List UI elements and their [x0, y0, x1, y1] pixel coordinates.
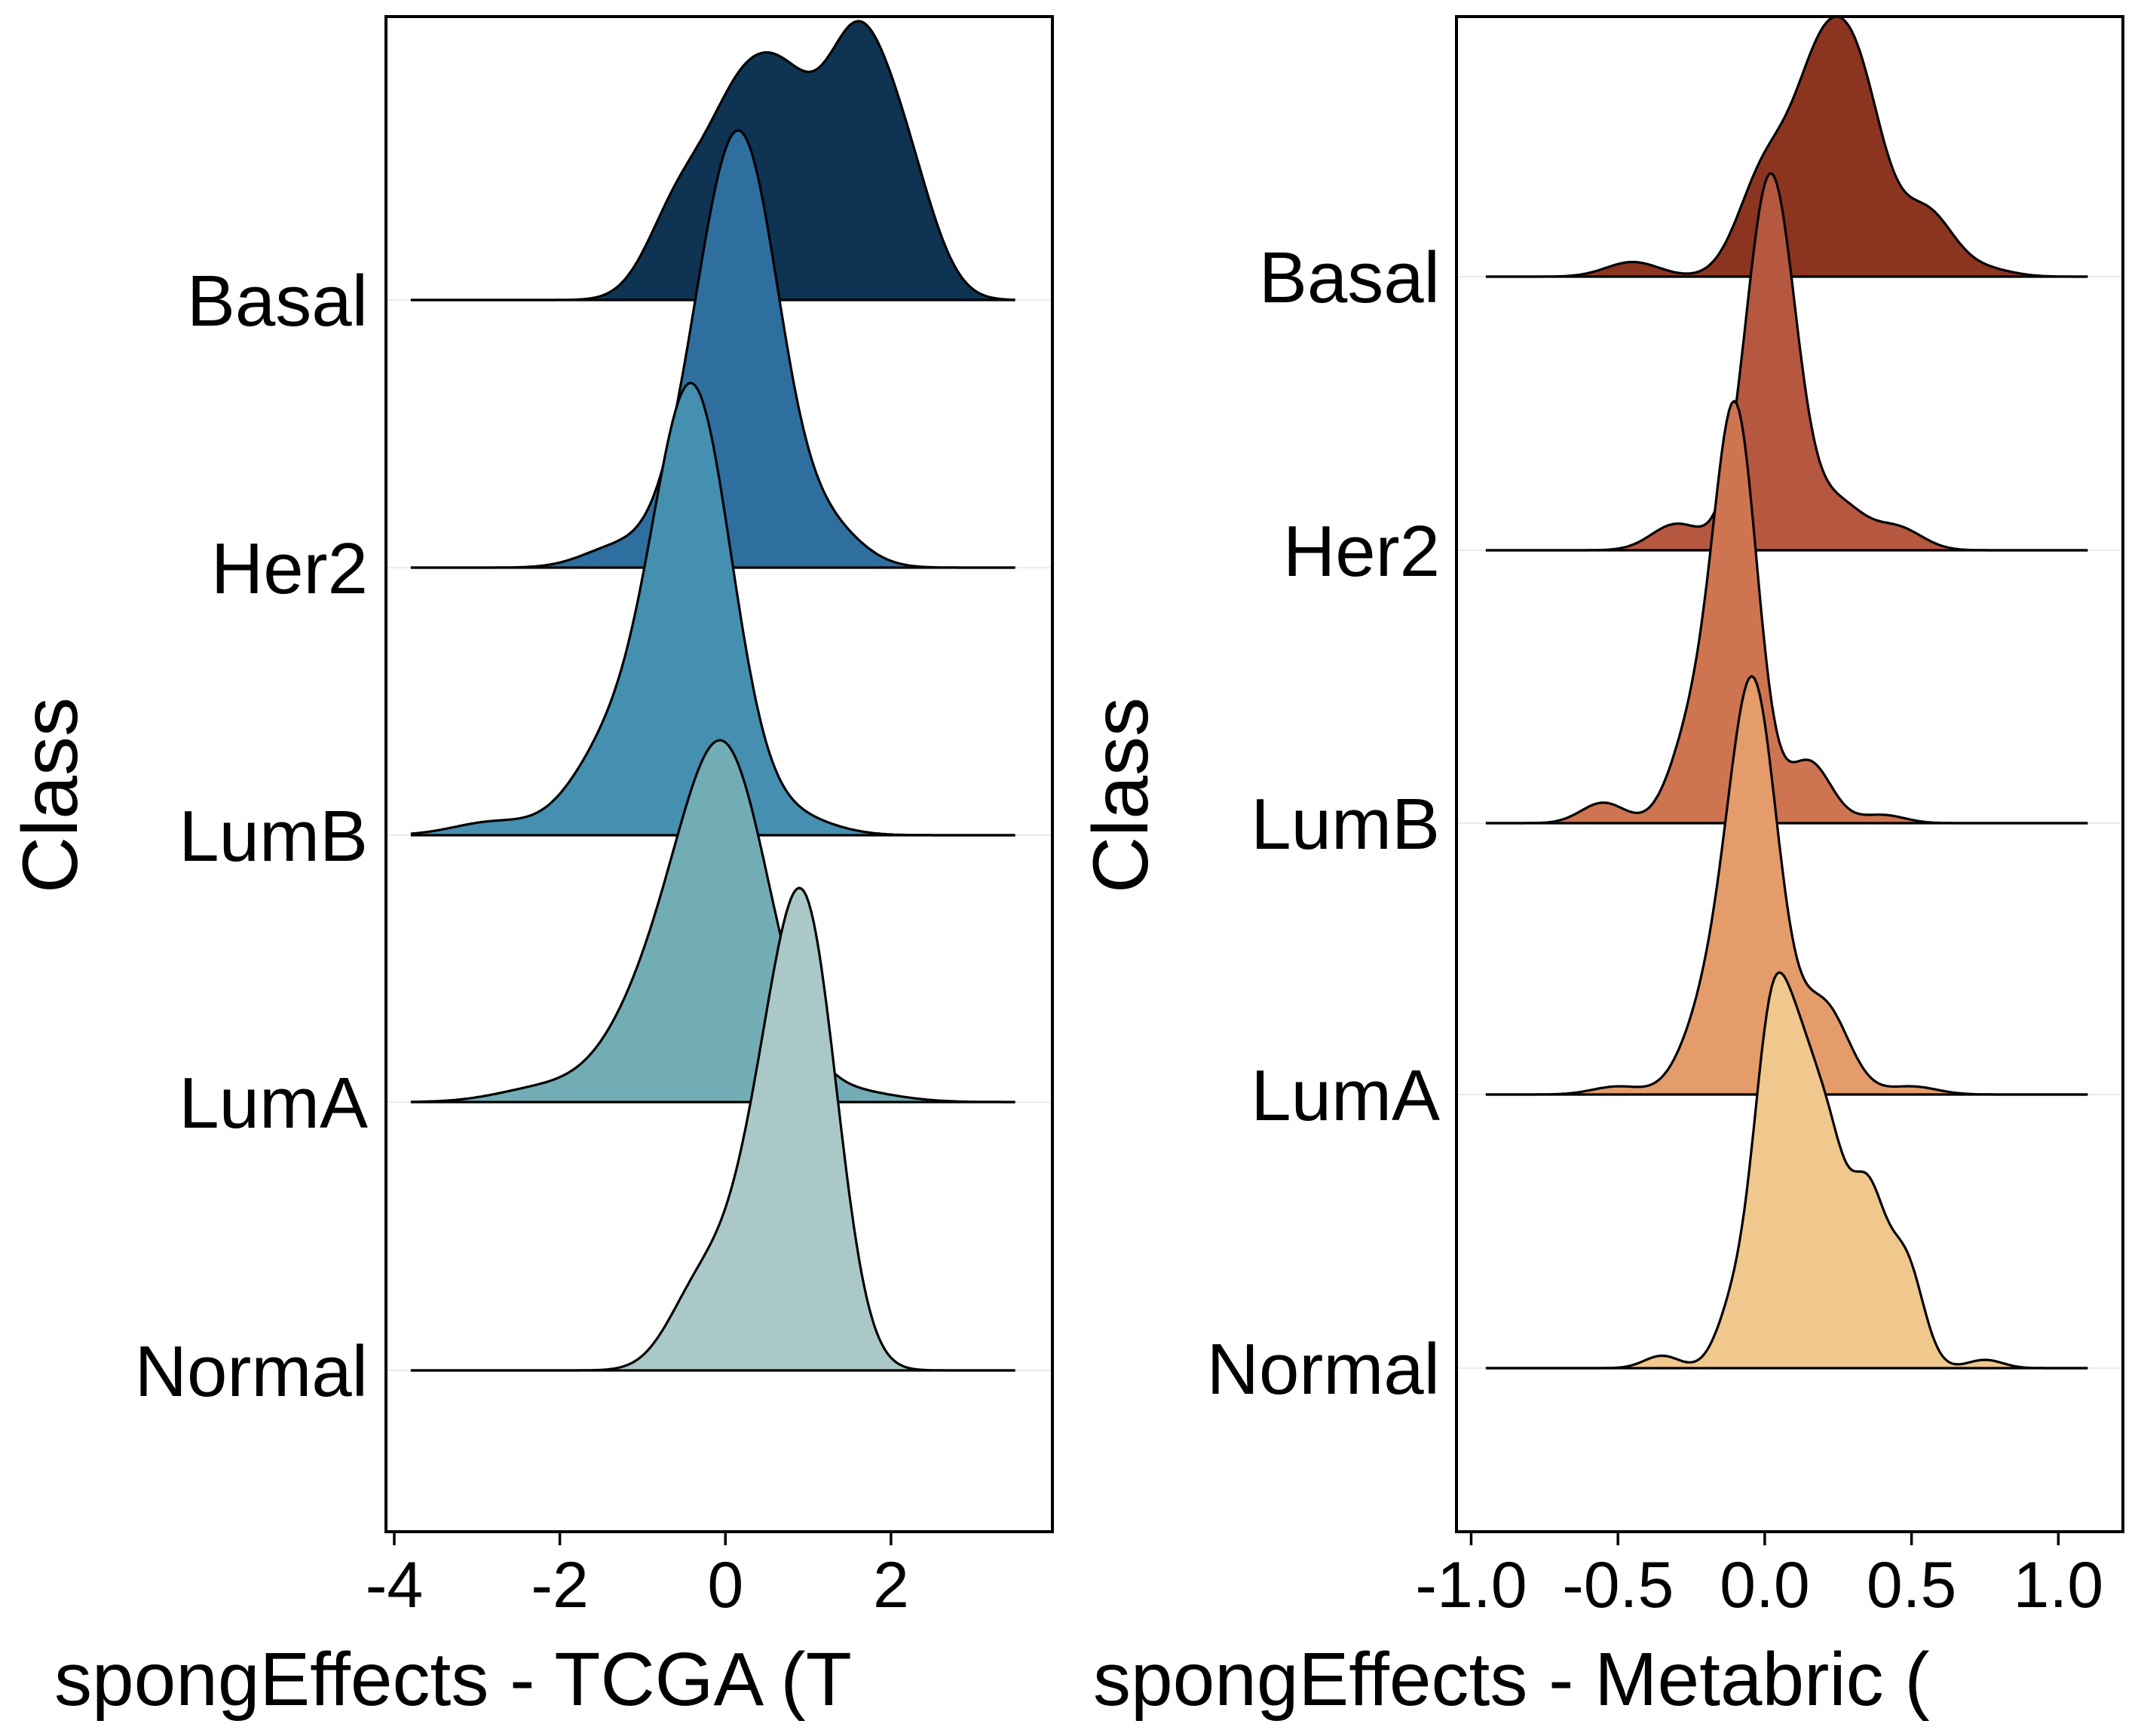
x-tick-label: -4 — [366, 1549, 423, 1621]
panel-tcga: Basal Her2 LumB LumA Normal -4 -2 0 2 Class spongE… — [7, 15, 1054, 1722]
ridge-fill-her2 — [1485, 173, 2088, 550]
y-tick-label-her2: Her2 — [1283, 511, 1440, 592]
ridge-fill-normal — [1485, 972, 2088, 1368]
x-tick-label: -0.5 — [1562, 1549, 1674, 1621]
y-axis-title: Class — [7, 697, 94, 893]
ridge-fill-normal — [410, 888, 1015, 1370]
y-tick-label-normal: Normal — [1207, 1329, 1440, 1410]
x-tick-label: 0.5 — [1867, 1549, 1957, 1621]
y-tick-label-basal: Basal — [187, 261, 368, 341]
x-tick-label: 0.0 — [1720, 1549, 1810, 1621]
x-tick-label: 2 — [873, 1549, 909, 1621]
x-tick-label: 1.0 — [2014, 1549, 2104, 1621]
x-tick-label: 0 — [707, 1549, 743, 1621]
y-tick-label-her2: Her2 — [211, 528, 368, 609]
ridge-fill-her2 — [410, 130, 1015, 568]
y-tick-label-lumb: LumB — [1251, 784, 1440, 865]
ridge-fill-lumb — [410, 383, 1015, 835]
y-axis-title: Class — [1077, 697, 1165, 893]
ridge-fill-basal — [410, 21, 1015, 300]
y-tick-label-basal: Basal — [1259, 237, 1440, 318]
x-axis-title: spongEffects - Metabric ( — [1093, 1637, 1930, 1722]
y-tick-label-lumb: LumB — [179, 796, 368, 877]
ridge-outline-luma — [410, 739, 1015, 1104]
x-axis-title: spongEffects - TCGA (T — [54, 1637, 852, 1722]
panel-border — [1455, 15, 2124, 1533]
ridge-fill-luma — [410, 740, 1015, 1102]
panel-border — [384, 15, 1054, 1533]
x-tick-label: -1.0 — [1415, 1549, 1527, 1621]
y-tick-label-luma: LumA — [1251, 1055, 1440, 1136]
y-tick-label-luma: LumA — [179, 1063, 368, 1144]
ridge-fill-basal — [1485, 17, 2088, 277]
ridge-outline-basal — [1485, 15, 2088, 278]
panel-metabric: Basal Her2 LumB LumA Normal -1.0 -0.5 0.0 0.5 1.0… — [1077, 15, 2124, 1722]
y-tick-label-normal: Normal — [135, 1331, 368, 1412]
x-tick-label: -2 — [531, 1549, 588, 1621]
